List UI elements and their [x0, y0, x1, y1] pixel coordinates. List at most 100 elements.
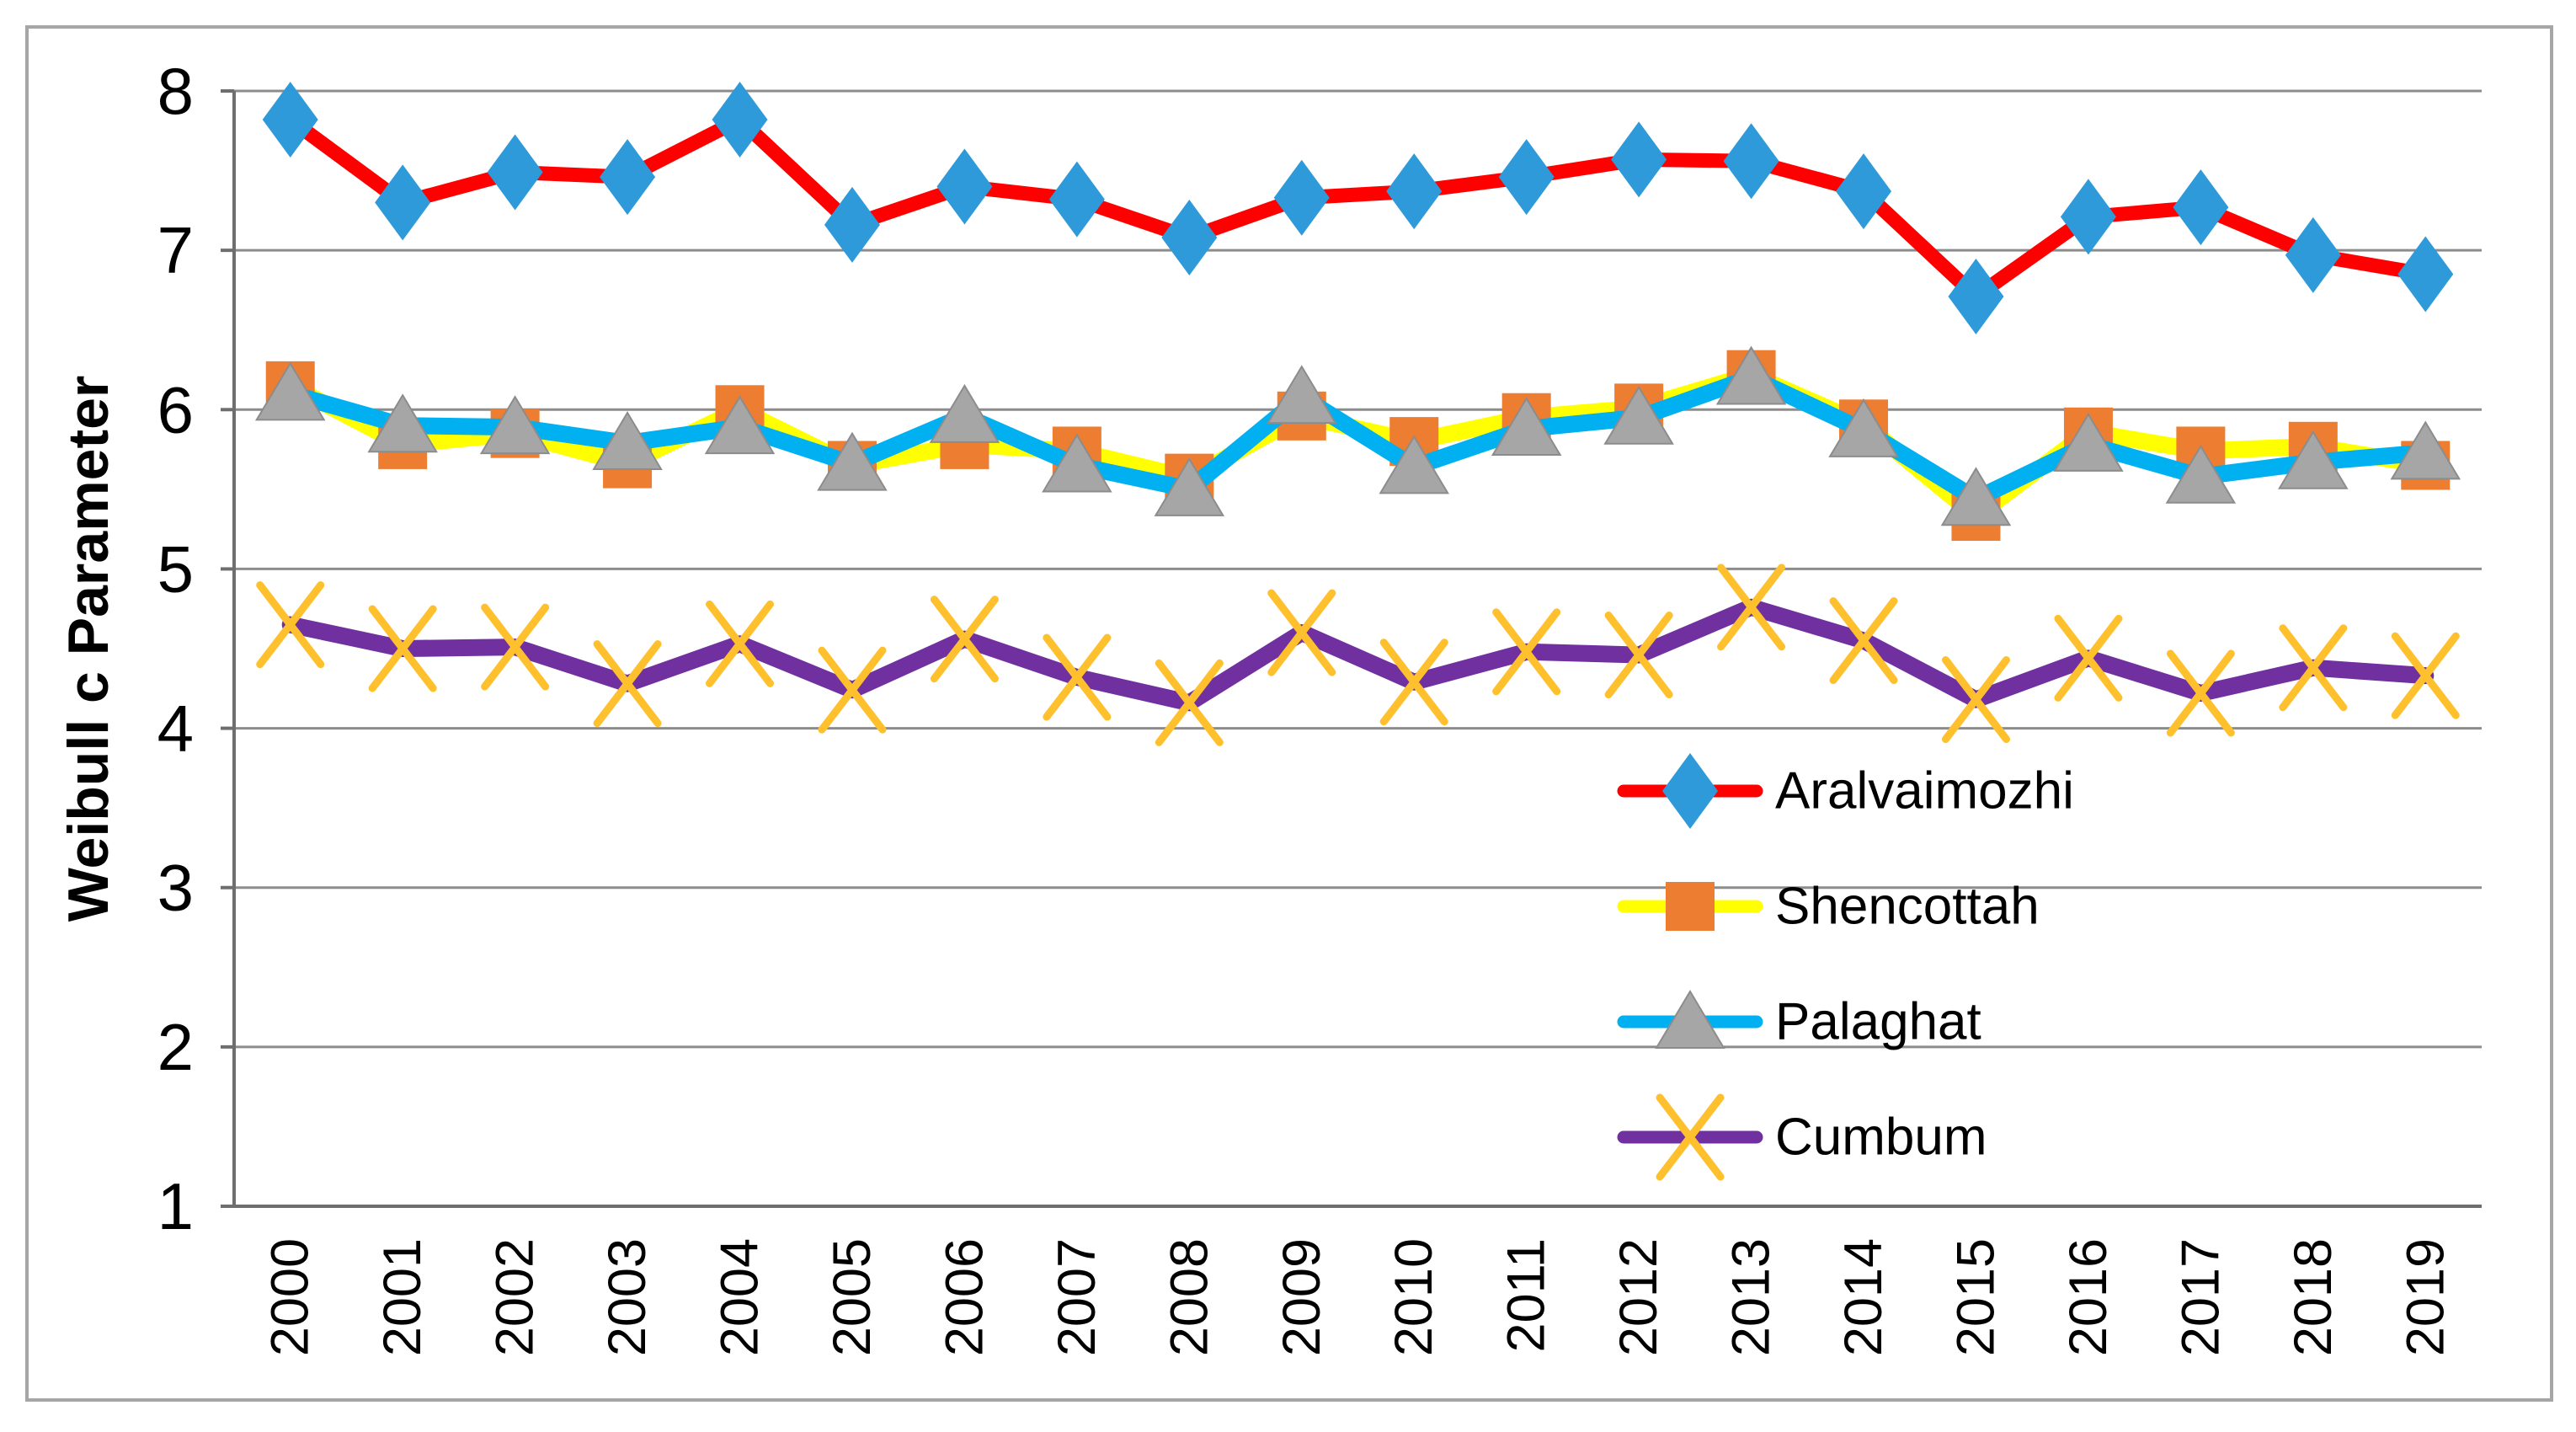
x-tick-label-2014: 2014 [1834, 1238, 1893, 1356]
marker-palaghat-2019 [2390, 420, 2461, 480]
marker-cumbum-2013-cross [1717, 564, 1786, 651]
y-tick-label-3: 3 [157, 851, 194, 925]
marker-cumbum-2007-cross [1043, 633, 1112, 721]
marker-cumbum-2003-cross [593, 640, 662, 728]
x-tick-label-2012: 2012 [1609, 1238, 1668, 1356]
marker-aralvaimozhi-2016 [2060, 179, 2116, 255]
x-tick-label-2007: 2007 [1048, 1238, 1107, 1356]
marker-cumbum-2000-cross [256, 581, 325, 669]
marker-aralvaimozhi-2007 [1048, 161, 1105, 238]
marker-palaghat-2006 [929, 383, 1000, 443]
marker-palaghat-2003 [592, 411, 663, 471]
x-tick-label-2010: 2010 [1384, 1238, 1443, 1356]
marker-cumbum-2008-cross [1155, 659, 1224, 746]
marker-aralvaimozhi-2019 [2397, 236, 2454, 313]
x-tick-label-2018: 2018 [2284, 1238, 2343, 1356]
marker-cumbum-2019-cross [2391, 632, 2460, 719]
marker-palaghat-2004 [704, 395, 776, 455]
x-tick-label-2019: 2019 [2396, 1238, 2455, 1356]
marker-aralvaimozhi-2012 [1611, 121, 1667, 198]
marker-aralvaimozhi-2011 [1498, 139, 1555, 216]
marker-palaghat-2018 [2278, 430, 2349, 489]
y-tick-label-8: 8 [157, 54, 194, 128]
y-tick-label-4: 4 [157, 692, 194, 766]
marker-aralvaimozhi-2005 [824, 186, 880, 263]
marker-palaghat-2007 [1042, 433, 1112, 493]
marker-cumbum-2004-cross [706, 600, 775, 687]
marker-palaghat-2002 [479, 395, 551, 455]
marker-cumbum-2002-cross [481, 603, 550, 691]
marker-palaghat-2009 [1267, 365, 1337, 425]
marker-aralvaimozhi-2002 [487, 134, 543, 211]
marker-cumbum-2010-cross [1379, 639, 1448, 726]
marker-cumbum-2005-cross [818, 646, 887, 734]
x-tick-label-2009: 2009 [1272, 1238, 1331, 1356]
x-tick-label-2005: 2005 [823, 1238, 882, 1356]
legend-marker-palaghat-icon [1655, 990, 1725, 1049]
y-tick-label-6: 6 [157, 372, 194, 446]
y-tick-label-2: 2 [157, 1010, 194, 1084]
legend-label-aralvaimozhi: Aralvaimozhi [1775, 762, 2074, 820]
marker-aralvaimozhi-2018 [2285, 216, 2341, 293]
marker-aralvaimozhi-2003 [600, 139, 656, 216]
x-tick-label-2017: 2017 [2171, 1238, 2230, 1356]
marker-aralvaimozhi-2008 [1161, 200, 1218, 276]
marker-aralvaimozhi-2010 [1386, 153, 1443, 230]
x-tick-label-2015: 2015 [1946, 1238, 2005, 1356]
x-tick-label-2006: 2006 [935, 1238, 994, 1356]
y-tick-label-5: 5 [157, 532, 194, 606]
legend-label-shencottah: Shencottah [1775, 878, 2040, 936]
marker-cumbum-2001-cross [368, 605, 437, 692]
marker-cumbum-2012-cross [1604, 612, 1673, 699]
x-tick-label-2016: 2016 [2059, 1238, 2118, 1356]
marker-cumbum-2018-cross [2279, 624, 2348, 712]
series-line-cumbum [281, 598, 2435, 712]
x-tick-label-2011: 2011 [1497, 1238, 1556, 1352]
marker-palaghat-2015 [1940, 467, 2012, 526]
marker-aralvaimozhi-2014 [1836, 153, 1892, 230]
y-tick-label-1: 1 [157, 1169, 194, 1243]
x-tick-label-2013: 2013 [1722, 1238, 1781, 1356]
legend-marker-cumbum-icon-cross [1656, 1093, 1725, 1181]
legend-label-cumbum: Cumbum [1775, 1109, 1987, 1167]
marker-aralvaimozhi-2015 [1948, 258, 2004, 334]
marker-palaghat-2014 [1828, 398, 1899, 457]
x-tick-label-2008: 2008 [1160, 1238, 1219, 1356]
marker-palaghat-2001 [367, 393, 438, 453]
marker-palaghat-2013 [1715, 345, 1787, 405]
legend-marker-aralvaimozhi-icon [1662, 753, 1718, 829]
marker-palaghat-2017 [2165, 444, 2237, 504]
marker-aralvaimozhi-2013 [1723, 123, 1779, 200]
chart-frame [25, 25, 2553, 1402]
y-axis-title: Weibull c Parameter [56, 376, 120, 922]
x-tick-label-2002: 2002 [486, 1238, 545, 1356]
marker-cumbum-2009-cross [1267, 589, 1336, 676]
x-tick-label-2000: 2000 [261, 1238, 320, 1356]
marker-aralvaimozhi-2017 [2173, 169, 2229, 246]
legend-label-palaghat: Palaghat [1775, 993, 1981, 1051]
marker-aralvaimozhi-2000 [262, 82, 318, 158]
x-tick-label-2003: 2003 [598, 1238, 657, 1356]
marker-aralvaimozhi-2006 [936, 148, 993, 225]
legend-marker-shencottah-icon [1666, 882, 1715, 931]
marker-cumbum-2016-cross [2054, 614, 2123, 702]
marker-aralvaimozhi-2004 [712, 82, 768, 158]
marker-palaghat-2000 [254, 361, 326, 421]
marker-palaghat-2011 [1491, 397, 1562, 456]
marker-palaghat-2008 [1154, 457, 1225, 516]
marker-palaghat-2016 [2053, 412, 2124, 472]
x-tick-label-2001: 2001 [373, 1238, 432, 1356]
marker-aralvaimozhi-2001 [375, 164, 431, 241]
marker-cumbum-2015-cross [1941, 656, 2010, 744]
y-tick-label-7: 7 [157, 213, 194, 287]
marker-palaghat-2010 [1379, 435, 1449, 494]
marker-cumbum-2017-cross [2166, 649, 2235, 737]
marker-cumbum-2011-cross [1492, 608, 1561, 696]
marker-palaghat-2005 [817, 431, 888, 491]
marker-cumbum-2006-cross [930, 596, 999, 683]
x-tick-label-2004: 2004 [711, 1238, 770, 1356]
marker-palaghat-2012 [1603, 385, 1674, 445]
marker-cumbum-2014-cross [1829, 597, 1898, 685]
